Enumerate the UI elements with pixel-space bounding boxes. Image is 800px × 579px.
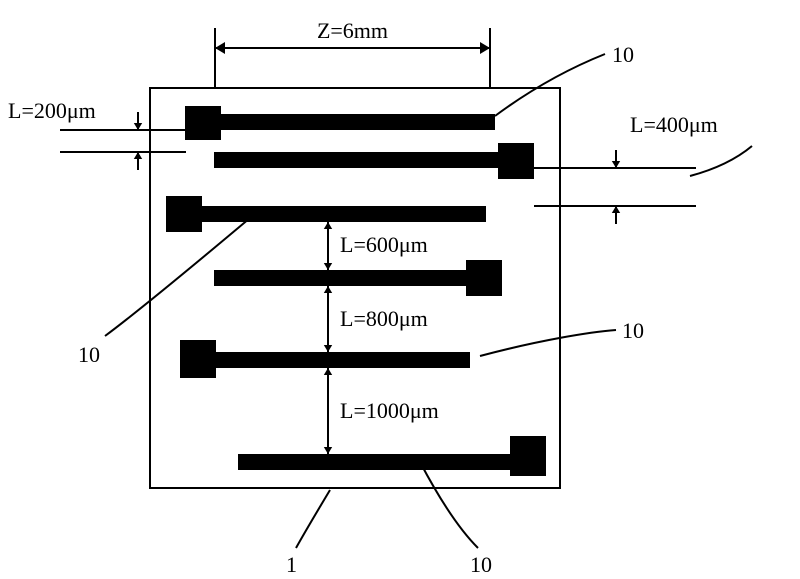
bar-3-strip xyxy=(202,206,486,222)
leader-label-0: 10 xyxy=(612,42,634,67)
bar-5-strip xyxy=(216,352,470,368)
leader-4 xyxy=(296,490,330,548)
bar-1-pad xyxy=(185,106,221,140)
leader-label-3: 10 xyxy=(470,552,492,577)
bar-2-strip xyxy=(214,152,498,168)
dim-z-label: Z=6mm xyxy=(317,18,388,43)
bar-6-pad xyxy=(510,436,546,476)
dim-l200-label: L=200μm xyxy=(8,98,96,123)
bar-4-pad xyxy=(466,260,502,296)
leader-0 xyxy=(495,54,605,116)
bar-3-pad xyxy=(166,196,202,232)
gap-dim-label-1: L=800μm xyxy=(340,306,428,331)
bar-4-strip xyxy=(214,270,466,286)
gap-dim-label-2: L=1000μm xyxy=(340,398,439,423)
bar-6-strip xyxy=(238,454,510,470)
leader-3 xyxy=(420,462,478,548)
bar-1-strip xyxy=(221,114,495,130)
bar-2-pad xyxy=(498,143,534,179)
bar-5-pad xyxy=(180,340,216,378)
leader-label-1: 10 xyxy=(78,342,100,367)
leader-2 xyxy=(480,330,616,356)
gap-dim-label-0: L=600μm xyxy=(340,232,428,257)
dim-l400-label: L=400μm xyxy=(630,112,718,137)
leader-label-2: 10 xyxy=(622,318,644,343)
leader-label-4: 1 xyxy=(286,552,297,577)
